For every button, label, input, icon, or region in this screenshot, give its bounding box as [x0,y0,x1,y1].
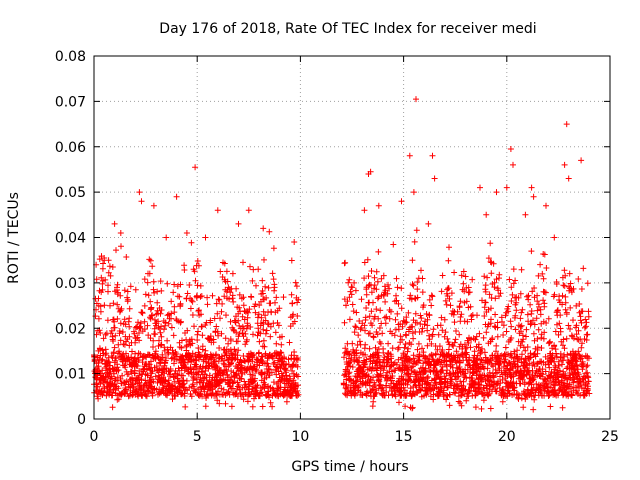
y-tick-label: 0.02 [55,321,86,337]
x-tick-label: 15 [395,429,413,445]
y-tick-label: 0.06 [55,140,86,156]
y-tick-label: 0.01 [55,367,86,383]
x-axis-label: GPS time / hours [291,459,408,475]
x-tick-label: 5 [193,429,202,445]
x-tick-label: 25 [601,429,619,445]
y-tick-label: 0.04 [55,231,86,247]
y-tick-label: 0.03 [55,276,86,292]
y-axis-label: ROTI / TECUs [6,192,22,284]
x-tick-label: 10 [291,429,309,445]
data-points [91,96,593,413]
axis-ticks: 0 5 10 15 20 25 0 0.01 0.02 0.03 0.04 0.05 0.06 0.07 0… [55,49,619,445]
x-tick-label: 0 [90,429,99,445]
roti-series-markers [91,96,593,413]
grid-lines [94,56,610,419]
y-tick-label: 0 [77,412,86,428]
y-tick-label: 0.05 [55,185,86,201]
y-tick-label: 0.07 [55,94,86,110]
x-tick-label: 20 [498,429,516,445]
chart-title: Day 176 of 2018, Rate Of TEC Index for r… [159,21,536,37]
y-tick-label: 0.08 [55,49,86,65]
